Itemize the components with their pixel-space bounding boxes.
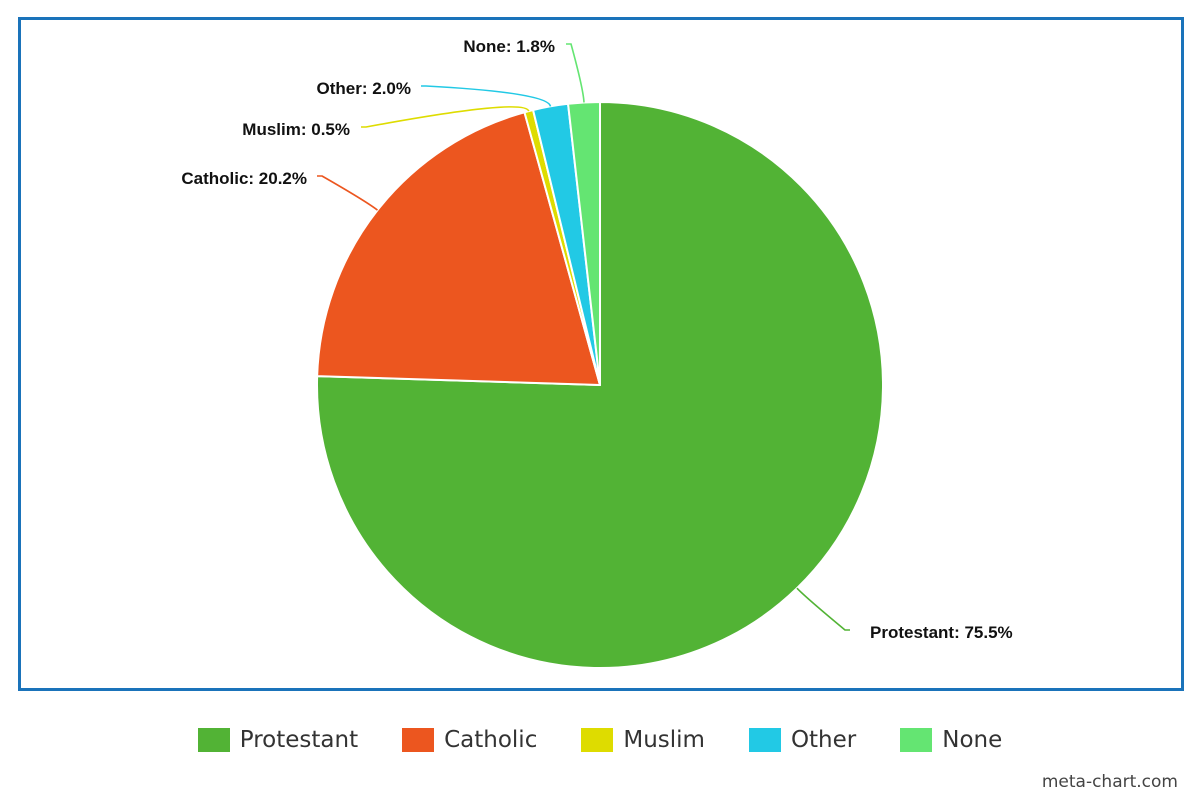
legend-label: Muslim (623, 727, 705, 753)
legend: Protestant Catholic Muslim Other None (0, 722, 1200, 758)
pie-slice-none (567, 101, 601, 386)
legend-item-catholic[interactable]: Catholic (402, 727, 537, 753)
legend-swatch (402, 728, 435, 752)
leader-line-muslim (361, 106, 530, 128)
data-label-protestant: Protestant: 75.5% (870, 623, 1013, 642)
leader-line-none (566, 43, 585, 103)
leader-line-protestant (796, 587, 850, 631)
data-label-catholic: Catholic: 20.2% (181, 169, 307, 188)
legend-label: Other (790, 727, 857, 753)
leader-line-other (421, 85, 552, 107)
pie-chart: Protestant: 75.5% Catholic: 20.2% Muslim: … (181, 37, 1013, 669)
legend-swatch (581, 728, 614, 752)
legend-swatch (748, 728, 781, 752)
data-label-none: None: 1.8% (463, 37, 555, 56)
pie-slice-catholic (316, 111, 601, 386)
data-label-muslim: Muslim: 0.5% (242, 120, 350, 139)
data-label-other: Other: 2.0% (317, 79, 411, 98)
leader-line-catholic (317, 175, 378, 211)
legend-swatch (197, 728, 230, 752)
legend-label: Catholic (444, 727, 538, 753)
legend-item-other[interactable]: Other (748, 727, 857, 753)
footer-credit: meta-chart.com (1041, 772, 1178, 792)
legend-label: None (942, 727, 1003, 753)
legend-swatch (900, 728, 933, 752)
legend-item-protestant[interactable]: Protestant (197, 727, 359, 753)
legend-label: Protestant (239, 727, 359, 753)
legend-item-none[interactable]: None (900, 727, 1002, 753)
legend-item-muslim[interactable]: Muslim (581, 727, 705, 753)
